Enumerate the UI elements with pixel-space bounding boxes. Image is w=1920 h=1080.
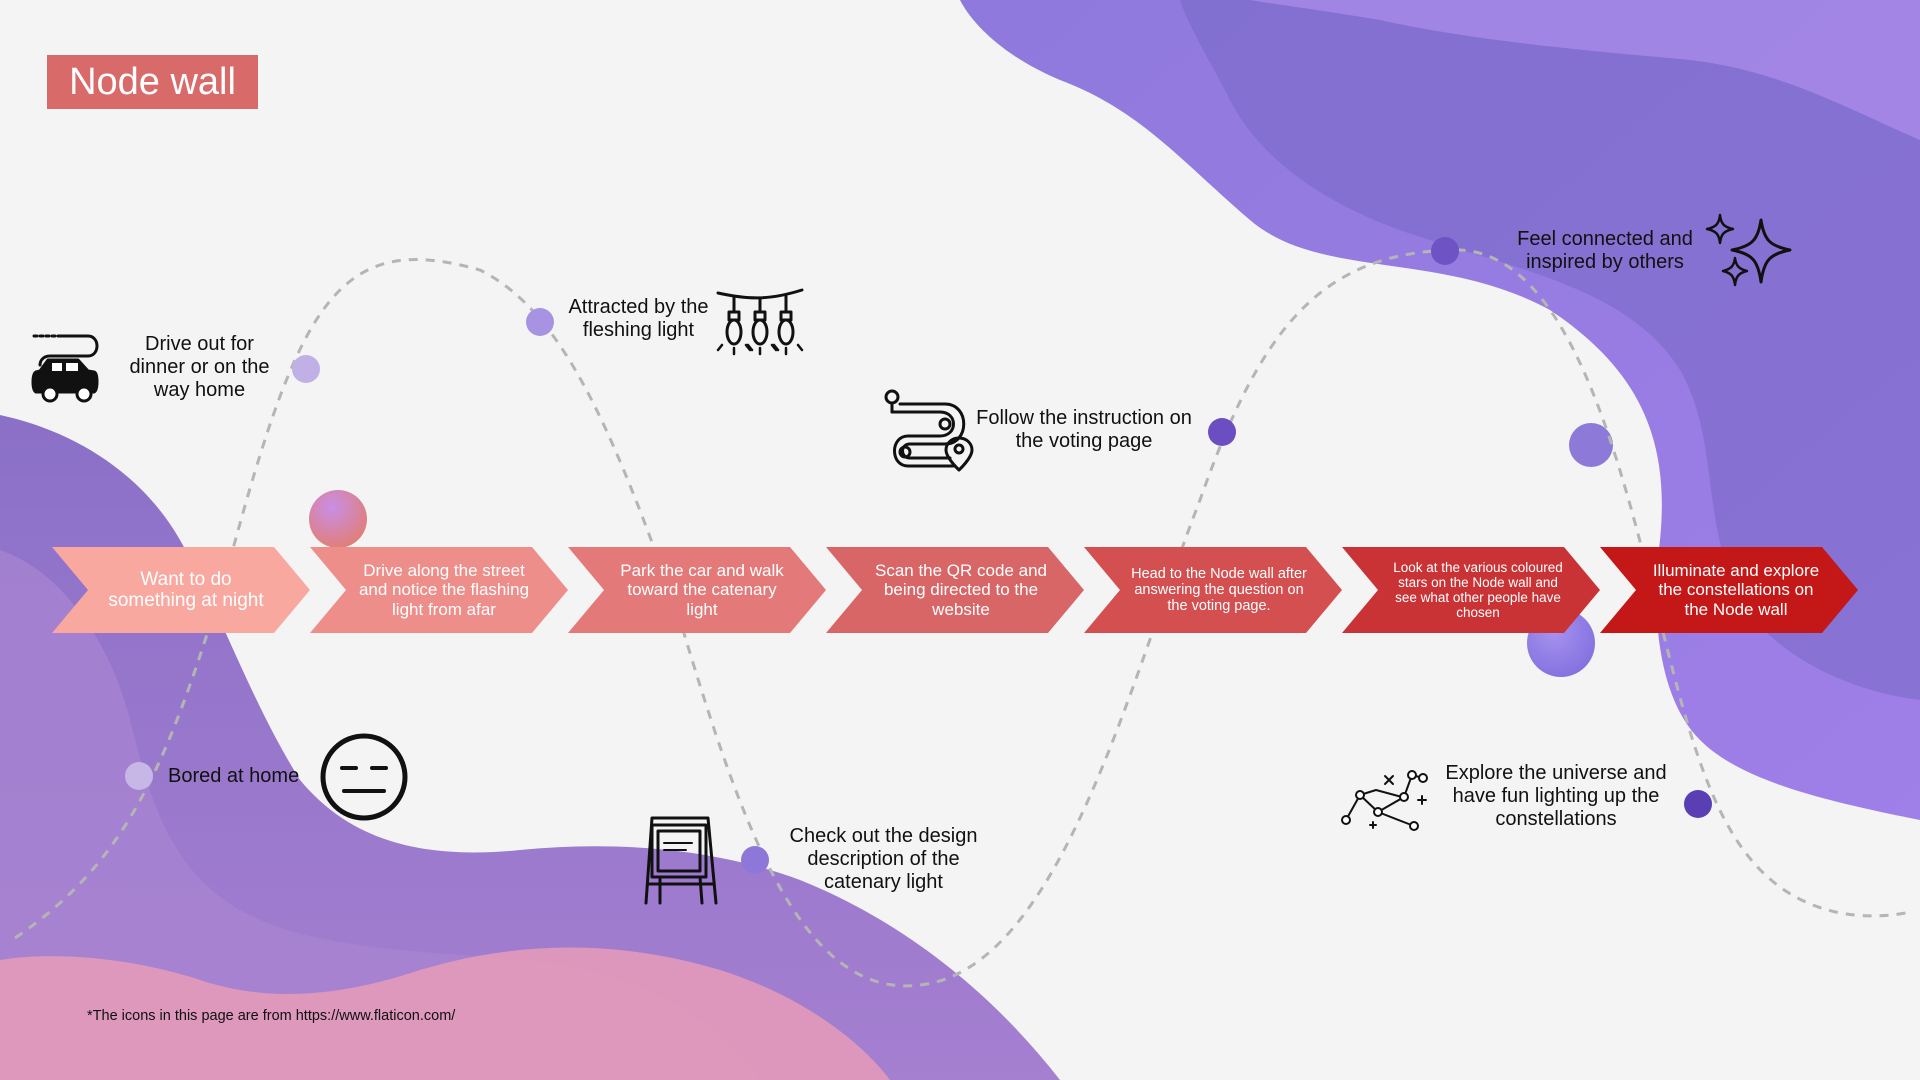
step-chevron-5 bbox=[1084, 547, 1342, 633]
blob-bottom-pink bbox=[0, 947, 890, 1080]
car-icon bbox=[31, 334, 99, 403]
sparkles-icon bbox=[1705, 213, 1792, 287]
moment-label-connected: Feel connected and inspired by others bbox=[1517, 228, 1693, 273]
signboard-easel-icon bbox=[644, 816, 718, 905]
step-5-head-to-wall: Head to the Node wall after answering th… bbox=[1131, 565, 1307, 615]
step-chevron-6 bbox=[1342, 547, 1600, 633]
step-chevron-7 bbox=[1600, 547, 1858, 633]
blob-top-right-inner bbox=[1180, 0, 1920, 700]
moment-label-check-design: Check out the design description of the … bbox=[789, 825, 978, 893]
moment-dot-follow-instruction bbox=[1208, 418, 1236, 446]
moment-dot-check-design bbox=[741, 846, 769, 874]
step-4-scan-qr: Scan the QR code and being directed to t… bbox=[874, 561, 1047, 619]
moment-label-follow-instruction: Follow the instruction on the voting pag… bbox=[976, 407, 1192, 452]
moment-label-attracted: Attracted by the fleshing light bbox=[568, 296, 709, 341]
decor-ball-1 bbox=[309, 490, 367, 548]
step-chevron-2 bbox=[310, 547, 568, 633]
step-2-drive-along: Drive along the street and notice the fl… bbox=[358, 561, 530, 619]
decor-ball-3 bbox=[1569, 423, 1613, 467]
route-map-icon bbox=[884, 389, 974, 472]
catenary-lights-icon bbox=[716, 288, 804, 356]
icon-credit-footnote: *The icons in this page are from https:/… bbox=[87, 1008, 456, 1024]
emotion-curve bbox=[14, 248, 1911, 988]
moment-dot-explore bbox=[1684, 790, 1712, 818]
neutral-face-icon bbox=[320, 733, 408, 821]
blob-top-right-highlight bbox=[1250, 0, 1920, 140]
moment-label-drive-out: Drive out for dinner or on the way home bbox=[129, 333, 270, 401]
moment-label-explore: Explore the universe and have fun lighti… bbox=[1445, 762, 1667, 830]
step-chevron-1 bbox=[52, 547, 310, 633]
moment-dot-connected bbox=[1431, 237, 1459, 265]
blob-left-inner bbox=[0, 550, 760, 1080]
moment-dot-attracted bbox=[526, 308, 554, 336]
step-chevron-4 bbox=[826, 547, 1084, 633]
step-3-park-car: Park the car and walk toward the catenar… bbox=[620, 561, 784, 619]
constellation-icon bbox=[1341, 770, 1428, 831]
step-chevron-3 bbox=[568, 547, 826, 633]
moment-label-bored: Bored at home bbox=[168, 765, 300, 787]
step-7-illuminate: Illuminate and explore the constellation… bbox=[1652, 561, 1820, 619]
step-6-look-at-stars: Look at the various coloured stars on th… bbox=[1393, 559, 1563, 621]
step-1-want-to-do: Want to do something at night bbox=[108, 568, 264, 611]
moment-dot-drive-out bbox=[292, 355, 320, 383]
moment-dot-bored bbox=[125, 762, 153, 790]
page-title: Node wall bbox=[47, 55, 258, 109]
